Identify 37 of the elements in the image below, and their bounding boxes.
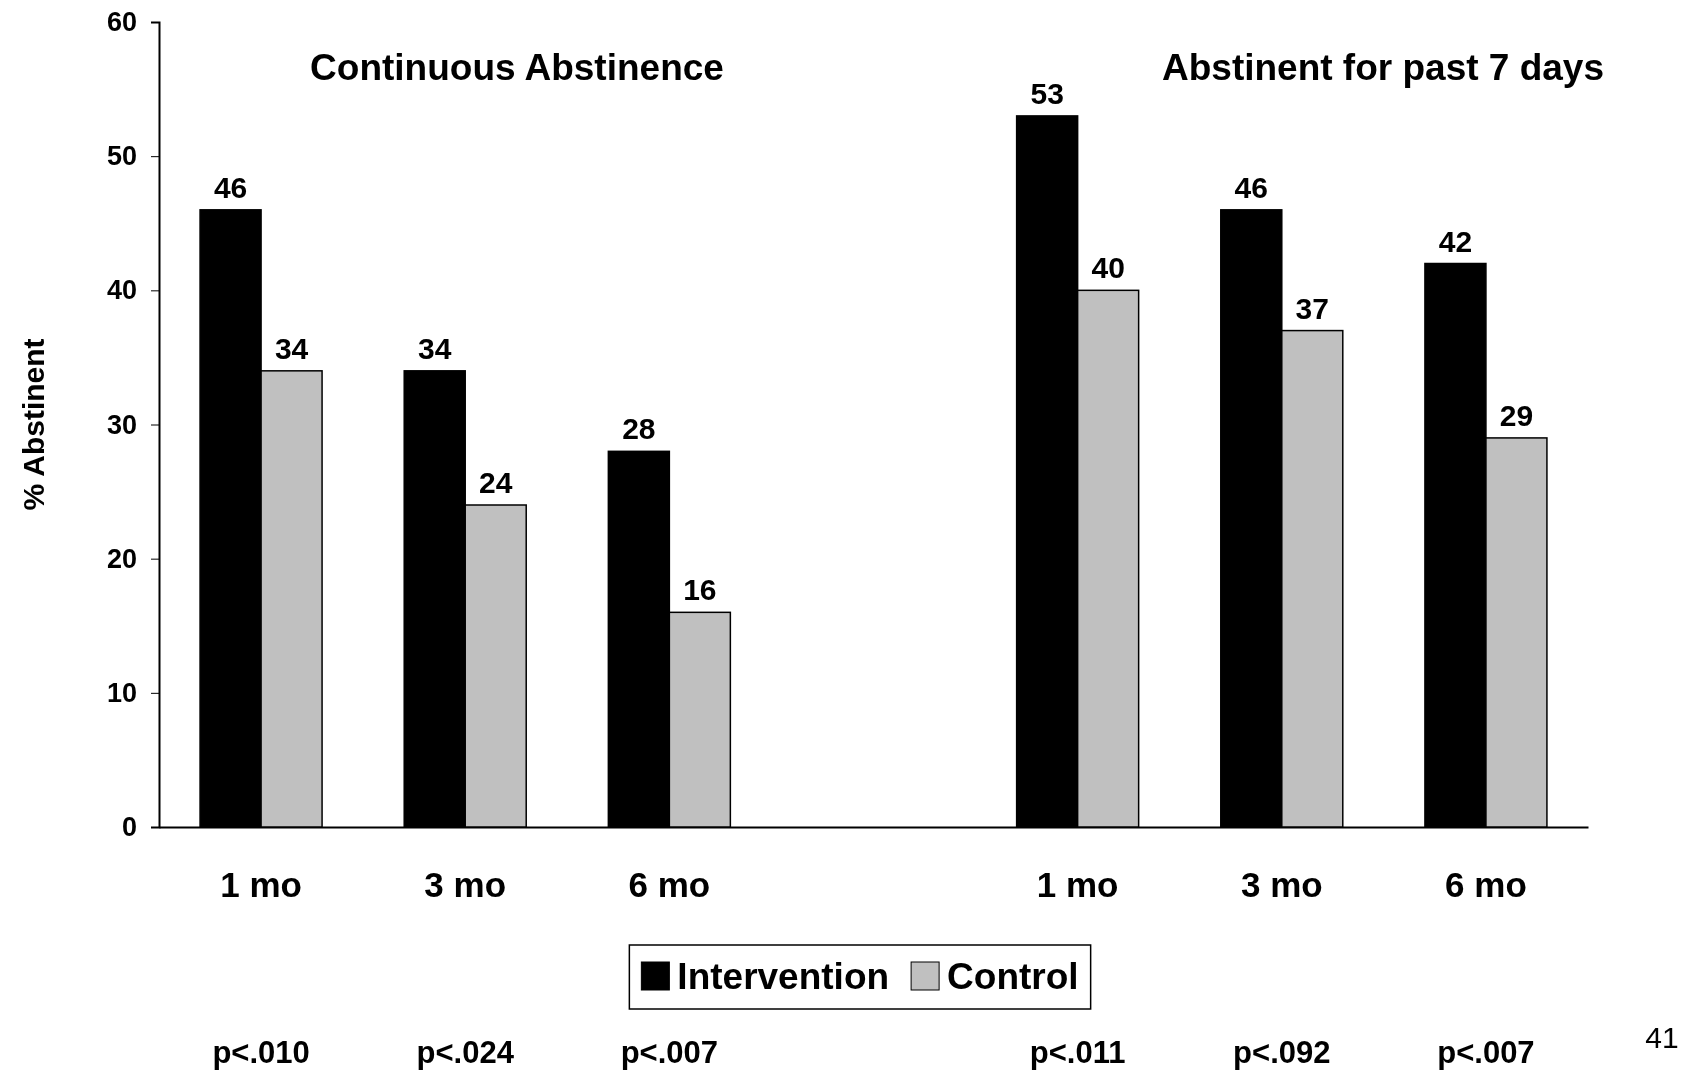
data-label: 37 bbox=[1295, 291, 1329, 325]
data-label: 46 bbox=[1234, 170, 1268, 204]
data-label: 46 bbox=[213, 170, 248, 204]
annotation: Abstinent for past 7 days bbox=[1161, 47, 1605, 88]
data-label: 16 bbox=[683, 573, 717, 607]
y-tick-label: 50 bbox=[106, 141, 137, 172]
x-tick-label: 3 mo bbox=[1240, 864, 1323, 904]
data-label: 28 bbox=[622, 412, 656, 446]
y-tick-label: 20 bbox=[106, 543, 137, 574]
x-tick-label: 1 mo bbox=[220, 864, 302, 904]
data-label: 53 bbox=[1030, 76, 1064, 110]
x-tick-label: 6 mo bbox=[628, 864, 711, 904]
data-label: 24 bbox=[479, 466, 513, 499]
text: p<.007 bbox=[1437, 1035, 1535, 1070]
x-tick-label: 6 mo bbox=[1445, 864, 1527, 904]
text: p<.024 bbox=[416, 1035, 515, 1070]
data-label: 29 bbox=[1499, 398, 1534, 432]
y-tick-label: 0 bbox=[121, 812, 137, 843]
x-tick-label: 3 mo bbox=[424, 864, 507, 904]
text: p<.011 bbox=[1029, 1035, 1126, 1070]
legend-label: Intervention bbox=[677, 956, 890, 997]
y-tick-label: 10 bbox=[106, 677, 137, 708]
text: 41 bbox=[1645, 1021, 1679, 1054]
annotation: Continuous Abstinence bbox=[310, 47, 724, 88]
x-tick-label: 1 mo bbox=[1036, 864, 1119, 904]
data-label: 42 bbox=[1438, 224, 1473, 258]
data-label: 40 bbox=[1091, 251, 1125, 285]
text: p<.007 bbox=[620, 1035, 719, 1070]
text: p<.092 bbox=[1233, 1035, 1331, 1070]
y-tick-label: 60 bbox=[106, 7, 137, 38]
y-tick-label: 30 bbox=[106, 409, 137, 440]
y-tick-label: 40 bbox=[106, 275, 137, 306]
y-axis-title: % Abstinent bbox=[17, 338, 50, 511]
legend-label: Control bbox=[947, 956, 1079, 997]
data-label: 34 bbox=[274, 331, 309, 365]
data-label: 34 bbox=[418, 331, 452, 365]
text: p<.010 bbox=[212, 1035, 310, 1070]
